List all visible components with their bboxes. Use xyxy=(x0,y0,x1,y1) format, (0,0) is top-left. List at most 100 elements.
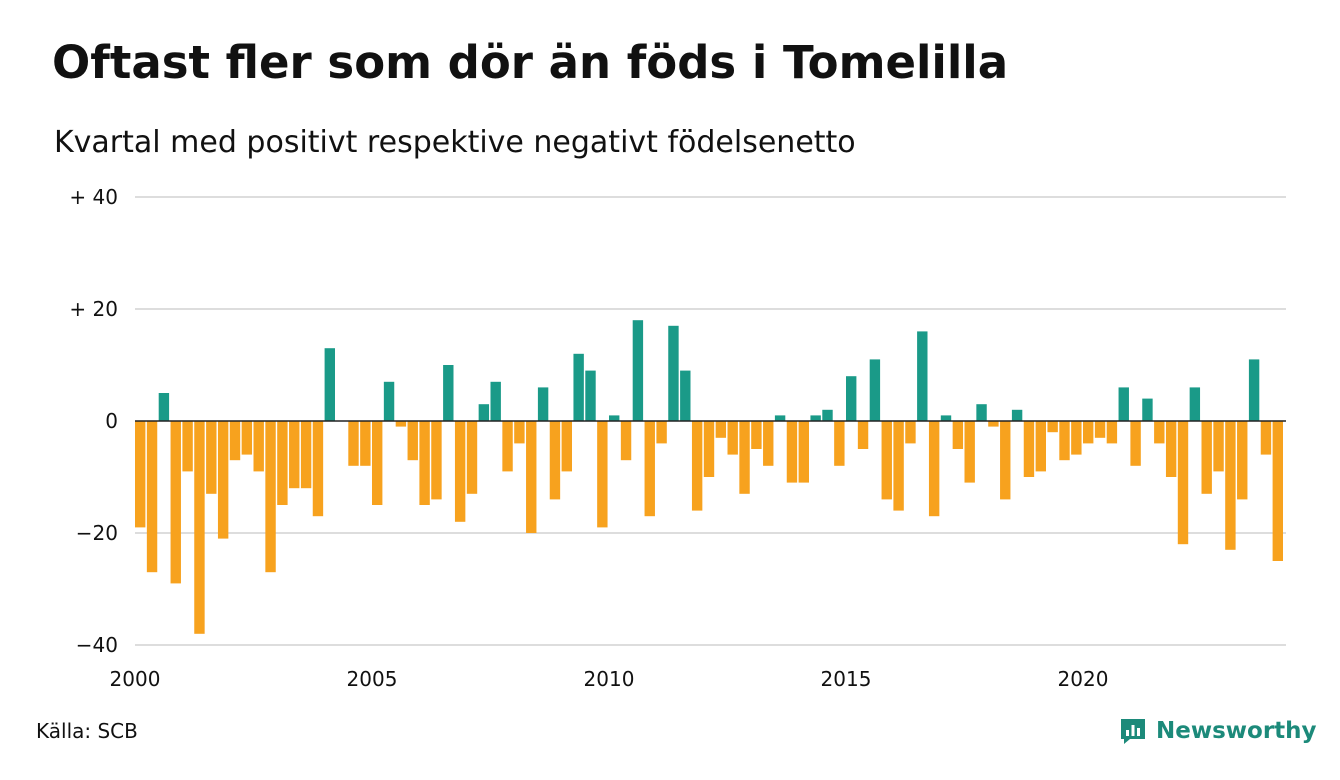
grid-lines xyxy=(135,196,1286,646)
bar-positive xyxy=(324,348,335,421)
bar-negative xyxy=(1000,421,1011,500)
bar-positive xyxy=(1142,398,1153,421)
bar-negative xyxy=(229,421,241,461)
bar-negative xyxy=(1177,421,1189,545)
bar-negative xyxy=(1071,421,1082,455)
bar-negative xyxy=(526,421,537,533)
bar-negative xyxy=(964,421,975,483)
bar-negative xyxy=(1047,421,1058,433)
source-note: Källa: SCB xyxy=(36,719,138,743)
bar-negative xyxy=(644,421,655,517)
bar-negative xyxy=(905,421,916,444)
bar-positive xyxy=(443,365,454,421)
bar-negative xyxy=(1023,421,1035,477)
bar-negative xyxy=(514,421,525,444)
bar-negative xyxy=(715,421,727,438)
bar-negative xyxy=(691,421,703,511)
bar-negative xyxy=(834,421,845,466)
bar-negative xyxy=(194,421,205,634)
bar-negative xyxy=(146,421,158,573)
bar-negative xyxy=(893,421,904,511)
bar-negative xyxy=(1165,421,1177,477)
bar-positive xyxy=(810,415,821,421)
y-tick-label: −20 xyxy=(76,521,118,545)
chart-title: Oftast fler som dör än föds i Tomelilla xyxy=(52,36,1009,89)
bar-positive xyxy=(383,381,395,421)
bar-negative xyxy=(549,421,561,500)
bar-negative xyxy=(431,421,442,500)
x-tick-label: 2020 xyxy=(1058,667,1109,691)
bar-negative xyxy=(597,421,608,528)
bar-positive xyxy=(573,353,584,421)
brand-name: Newsworthy xyxy=(1156,717,1317,744)
bar-negative xyxy=(1213,421,1224,472)
x-tick-label: 2000 xyxy=(110,667,161,691)
bar-positive xyxy=(1011,409,1023,421)
bar-negative xyxy=(312,421,324,517)
bar-negative xyxy=(419,421,430,505)
bar-positive xyxy=(158,393,170,421)
bar-positive xyxy=(490,381,501,421)
bar-negative xyxy=(561,421,572,472)
bar-negative xyxy=(857,421,869,449)
bar-negative xyxy=(241,421,253,455)
bar-negative xyxy=(928,421,940,517)
bar-negative xyxy=(763,421,774,466)
bar-negative xyxy=(135,421,146,528)
bar-negative xyxy=(739,421,750,494)
bar-negative xyxy=(289,421,300,489)
bar-negative xyxy=(395,421,407,427)
bar-negative xyxy=(1260,421,1272,455)
bar-positive xyxy=(585,370,596,421)
bar-negative xyxy=(727,421,738,455)
bar-negative xyxy=(1225,421,1236,550)
bar-positive xyxy=(680,370,691,421)
bar-negative xyxy=(502,421,513,472)
bar-negative xyxy=(1059,421,1070,461)
bar-negative xyxy=(253,421,264,472)
bar-negative xyxy=(798,421,809,483)
bar-negative xyxy=(217,421,229,539)
bar-negative xyxy=(360,421,371,466)
bar-positive xyxy=(940,415,952,421)
chart-subtitle: Kvartal med positivt respektive negativt… xyxy=(54,125,856,160)
bar-negative xyxy=(881,421,892,500)
bar-negative xyxy=(1083,421,1094,444)
y-tick-label: −40 xyxy=(76,633,118,657)
bar-negative xyxy=(265,421,276,573)
bar-negative xyxy=(372,421,383,505)
x-tick-label: 2015 xyxy=(821,667,872,691)
bar-positive xyxy=(846,376,857,421)
axes: + 40 + 20 0 −20 −40 2000 2005 2010 2015 2020 xyxy=(69,185,1286,691)
bar-negative xyxy=(466,421,478,494)
bar-negative xyxy=(182,421,193,472)
bar-negative xyxy=(170,421,181,584)
bar-positive xyxy=(632,320,644,421)
bars xyxy=(135,320,1283,634)
bar-negative xyxy=(1130,421,1141,466)
bar-positive xyxy=(1189,387,1201,421)
bar-negative xyxy=(1154,421,1165,444)
bar-negative xyxy=(988,421,999,427)
y-tick-label: 0 xyxy=(105,409,118,433)
x-tick-label: 2005 xyxy=(347,667,398,691)
bar-negative xyxy=(1237,421,1248,500)
bar-negative xyxy=(206,421,217,494)
bar-positive xyxy=(869,359,881,421)
bar-negative xyxy=(656,421,667,444)
y-tick-label: + 20 xyxy=(69,297,118,321)
bar-positive xyxy=(609,415,620,421)
bar-negative xyxy=(348,421,359,466)
bar-negative xyxy=(277,421,288,505)
newsworthy-logo-icon xyxy=(1121,719,1145,744)
bar-negative xyxy=(703,421,715,477)
bar-positive xyxy=(774,415,786,421)
bar-negative xyxy=(454,421,466,522)
bar-positive xyxy=(1118,387,1129,421)
bar-negative xyxy=(952,421,964,449)
bar-negative xyxy=(620,421,632,461)
bar-negative xyxy=(1094,421,1106,438)
bar-positive xyxy=(917,331,928,421)
bar-negative xyxy=(300,421,312,489)
